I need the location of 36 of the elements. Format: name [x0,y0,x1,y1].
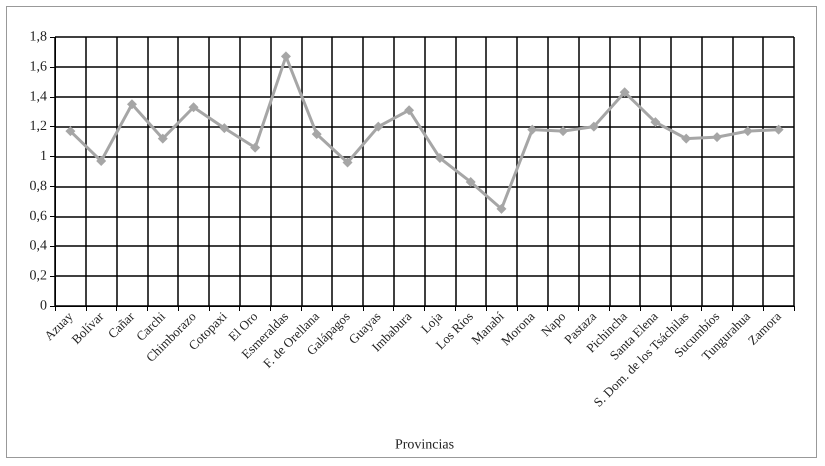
point [434,153,445,164]
point [527,124,538,135]
point [158,134,168,144]
point [496,204,506,214]
point [404,105,414,116]
point [466,176,476,187]
y-tick-label: 1,2 [30,119,47,134]
point [312,129,322,140]
y-tick-label: 1,4 [30,89,47,104]
y-tick-label: 1,6 [30,59,47,74]
y-tick-label: 0 [40,298,47,314]
point [188,102,199,112]
y-tick-label: 1 [40,149,47,164]
point [250,142,260,153]
point [342,158,353,168]
point [96,156,106,166]
y-tick-label: 1,8 [30,30,47,44]
y-tick-label: 0,6 [30,208,47,224]
y-tick-label: 0,2 [30,268,47,284]
point [774,124,784,135]
point [650,117,660,128]
x-tick-label: Loja [418,308,446,336]
point [219,123,230,134]
x-axis-title: Provincias [394,438,454,452]
y-tick-label: 0,4 [30,238,47,254]
point [126,99,137,110]
point [65,126,76,136]
point [373,122,384,132]
point [712,132,722,142]
point [742,126,753,136]
point [588,122,599,132]
point [620,87,630,98]
point [558,126,568,136]
y-tick-label: 0,8 [30,178,47,194]
point [280,51,291,62]
point [681,134,692,144]
